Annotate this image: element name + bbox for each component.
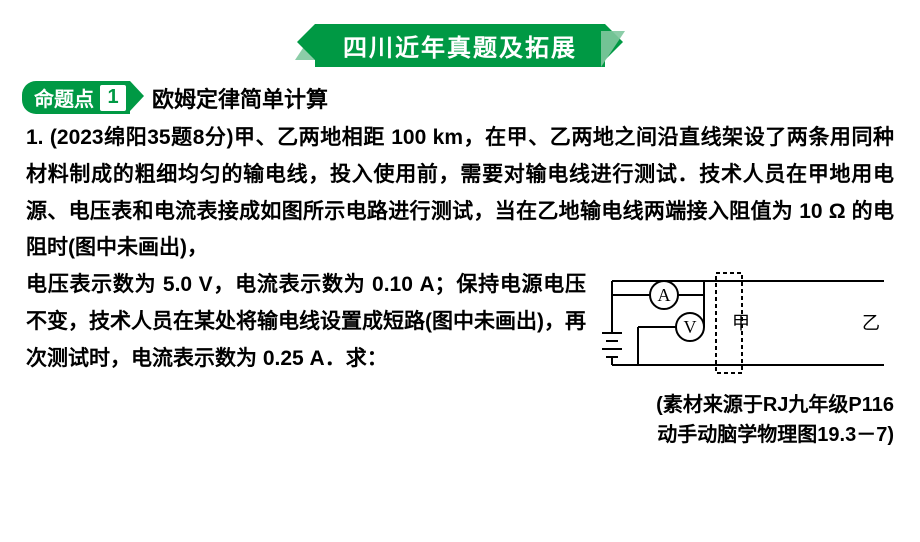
topic-pill: 命题点 1	[22, 81, 130, 114]
place-a-label: 甲	[732, 313, 750, 333]
figure-caption-l1: (素材来源于RJ九年级P116	[656, 394, 894, 416]
section-banner: 四川近年真题及拓展	[0, 24, 920, 67]
question-para-1: 1. (2023绵阳35题8分)甲、乙两地相距 100 km，在甲、乙两地之间沿…	[26, 120, 894, 267]
topic-title: 欧姆定律简单计算	[152, 82, 328, 114]
banner-accent-right	[601, 31, 625, 67]
question-para-2: 电压表示数为 5.0 V，电流表示数为 0.10 A；保持电源电压不变，技术人员…	[26, 267, 586, 450]
topic-label: 命题点	[34, 83, 94, 112]
figure-column: A V 甲 乙 (素材来源于RJ九年级	[594, 267, 894, 450]
topic-number: 1	[100, 85, 126, 111]
figure-caption: (素材来源于RJ九年级P116 动手动脑学物理图19.3－7)	[594, 390, 894, 450]
topic-row: 命题点 1 欧姆定律简单计算	[22, 81, 920, 114]
voltmeter-label: V	[684, 317, 697, 337]
ammeter-label: A	[658, 285, 671, 305]
question-source: 1. (2023绵阳35题8分)	[26, 126, 233, 149]
circuit-diagram: A V 甲 乙	[594, 267, 894, 383]
figure-caption-l2: 动手动脑学物理图19.3－7)	[657, 424, 894, 446]
place-b-label: 乙	[862, 313, 880, 333]
banner-text: 四川近年真题及拓展	[315, 24, 605, 67]
